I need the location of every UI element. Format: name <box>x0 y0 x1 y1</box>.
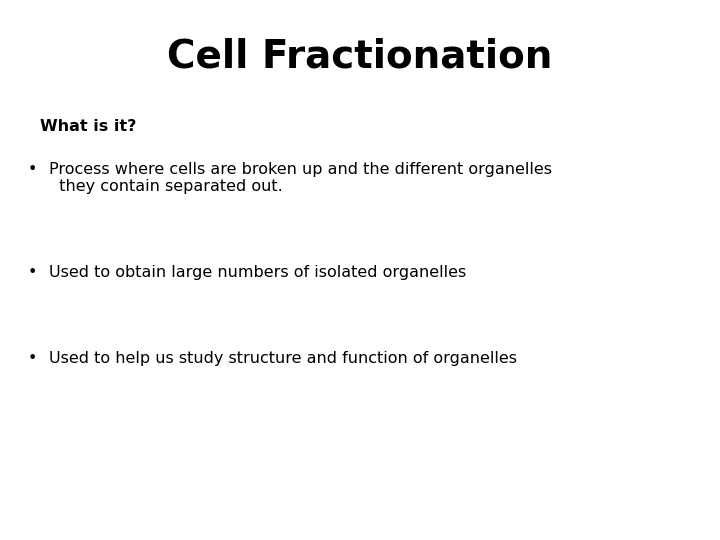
Text: •: • <box>27 351 37 366</box>
Text: Process where cells are broken up and the different organelles
  they contain se: Process where cells are broken up and th… <box>49 162 552 194</box>
Text: Used to help us study structure and function of organelles: Used to help us study structure and func… <box>49 351 517 366</box>
Text: Used to obtain large numbers of isolated organelles: Used to obtain large numbers of isolated… <box>49 265 467 280</box>
Text: •: • <box>27 265 37 280</box>
Text: •: • <box>27 162 37 177</box>
Text: Cell Fractionation: Cell Fractionation <box>167 38 553 76</box>
Text: What is it?: What is it? <box>40 119 136 134</box>
